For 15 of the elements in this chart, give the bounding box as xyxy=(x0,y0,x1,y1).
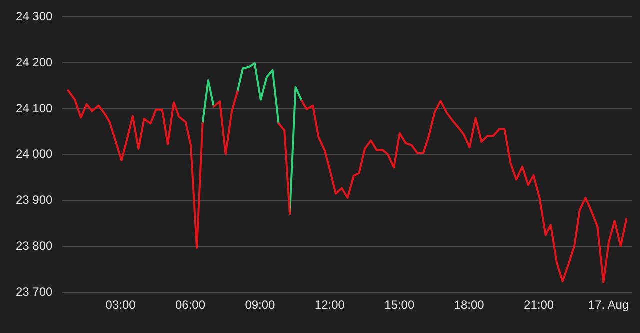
x-tick-label: 17. Aug xyxy=(588,298,630,312)
y-tick-label: 24 000 xyxy=(16,147,54,162)
y-tick-label: 24 300 xyxy=(16,10,54,24)
x-tick-label: 18:00 xyxy=(454,298,485,312)
x-tick-label: 12:00 xyxy=(314,298,346,312)
y-tick-label: 23 700 xyxy=(16,284,54,299)
x-tick-label: 03:00 xyxy=(106,298,136,312)
x-tick-label: 21:00 xyxy=(524,298,554,312)
y-tick-label: 24 100 xyxy=(16,101,54,116)
x-tick-label: 09:00 xyxy=(245,298,276,312)
y-tick-label: 24 200 xyxy=(16,55,54,70)
x-tick-label: 06:00 xyxy=(175,298,206,312)
y-tick-label: 23 900 xyxy=(16,193,54,208)
y-tick-label: 23 800 xyxy=(16,239,54,254)
x-tick-label: 15:00 xyxy=(384,298,415,312)
